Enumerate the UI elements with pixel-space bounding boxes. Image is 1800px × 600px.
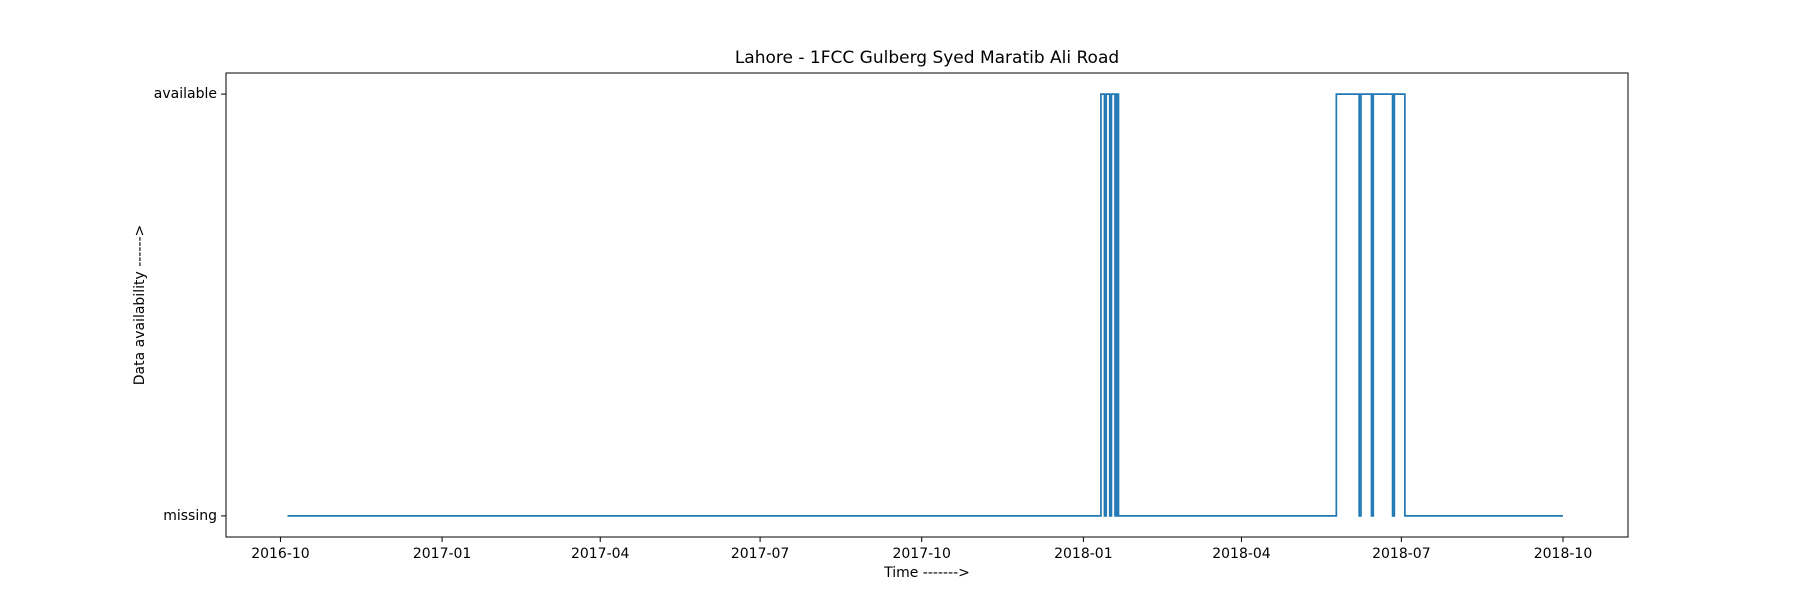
- x-tick-label: 2017-01: [413, 546, 472, 562]
- chart-title: Lahore - 1FCC Gulberg Syed Maratib Ali R…: [735, 48, 1119, 68]
- data-line: [287, 93, 1563, 517]
- x-tick-label: 2016-10: [251, 546, 310, 562]
- x-tick-label: 2017-04: [571, 546, 630, 562]
- x-tick-label: 2017-07: [731, 546, 790, 562]
- y-tick-label: missing: [163, 508, 217, 524]
- x-axis-label: Time ------->: [883, 565, 970, 581]
- x-tick-label: 2018-01: [1054, 546, 1113, 562]
- y-tick-label: available: [154, 86, 217, 102]
- y-axis-label: Data availability ------>: [132, 225, 148, 386]
- plot-frame: [225, 72, 1629, 538]
- x-tick-label: 2018-04: [1212, 546, 1271, 562]
- x-tick-label: 2018-10: [1534, 546, 1593, 562]
- x-tick-label: 2018-07: [1372, 546, 1431, 562]
- x-tick-label: 2017-10: [892, 546, 951, 562]
